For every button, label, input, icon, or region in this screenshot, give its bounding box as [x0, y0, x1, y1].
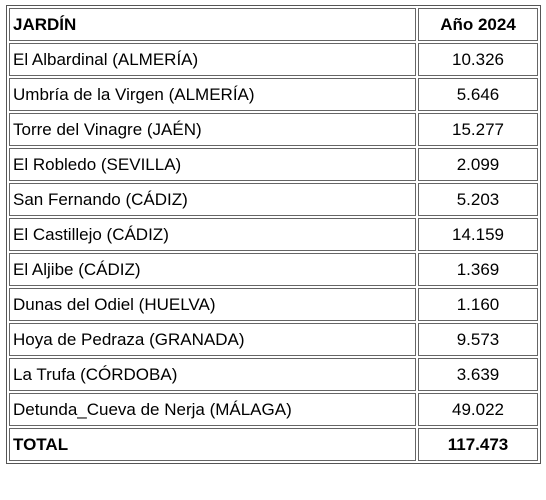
- visitors-table: JARDÍN Año 2024 El Albardinal (ALMERÍA) …: [6, 5, 541, 464]
- visitors-table-container: JARDÍN Año 2024 El Albardinal (ALMERÍA) …: [6, 5, 541, 464]
- garden-name: El Castillejo (CÁDIZ): [9, 218, 416, 251]
- garden-value: 15.277: [418, 113, 538, 146]
- garden-name: Umbría de la Virgen (ALMERÍA): [9, 78, 416, 111]
- garden-name: Detunda_Cueva de Nerja (MÁLAGA): [9, 393, 416, 426]
- garden-name: El Albardinal (ALMERÍA): [9, 43, 416, 76]
- table-row: El Robledo (SEVILLA) 2.099: [9, 148, 538, 181]
- garden-value: 9.573: [418, 323, 538, 356]
- garden-name: El Robledo (SEVILLA): [9, 148, 416, 181]
- garden-name: Dunas del Odiel (HUELVA): [9, 288, 416, 321]
- table-total-row: TOTAL 117.473: [9, 428, 538, 461]
- garden-name: La Trufa (CÓRDOBA): [9, 358, 416, 391]
- table-row: El Albardinal (ALMERÍA) 10.326: [9, 43, 538, 76]
- table-row: Hoya de Pedraza (GRANADA) 9.573: [9, 323, 538, 356]
- garden-value: 49.022: [418, 393, 538, 426]
- table-row: El Castillejo (CÁDIZ) 14.159: [9, 218, 538, 251]
- table-header-row: JARDÍN Año 2024: [9, 8, 538, 41]
- total-label: TOTAL: [9, 428, 416, 461]
- table-row: Umbría de la Virgen (ALMERÍA) 5.646: [9, 78, 538, 111]
- garden-name: San Fernando (CÁDIZ): [9, 183, 416, 216]
- table-row: Detunda_Cueva de Nerja (MÁLAGA) 49.022: [9, 393, 538, 426]
- garden-value: 1.160: [418, 288, 538, 321]
- table-row: Dunas del Odiel (HUELVA) 1.160: [9, 288, 538, 321]
- garden-value: 10.326: [418, 43, 538, 76]
- garden-value: 3.639: [418, 358, 538, 391]
- total-value: 117.473: [418, 428, 538, 461]
- garden-value: 2.099: [418, 148, 538, 181]
- garden-value: 14.159: [418, 218, 538, 251]
- table-row: El Aljibe (CÁDIZ) 1.369: [9, 253, 538, 286]
- table-row: La Trufa (CÓRDOBA) 3.639: [9, 358, 538, 391]
- garden-value: 5.203: [418, 183, 538, 216]
- garden-name: Torre del Vinagre (JAÉN): [9, 113, 416, 146]
- garden-name: El Aljibe (CÁDIZ): [9, 253, 416, 286]
- table-row: San Fernando (CÁDIZ) 5.203: [9, 183, 538, 216]
- header-year: Año 2024: [418, 8, 538, 41]
- garden-value: 1.369: [418, 253, 538, 286]
- header-garden: JARDÍN: [9, 8, 416, 41]
- table-row: Torre del Vinagre (JAÉN) 15.277: [9, 113, 538, 146]
- garden-value: 5.646: [418, 78, 538, 111]
- garden-name: Hoya de Pedraza (GRANADA): [9, 323, 416, 356]
